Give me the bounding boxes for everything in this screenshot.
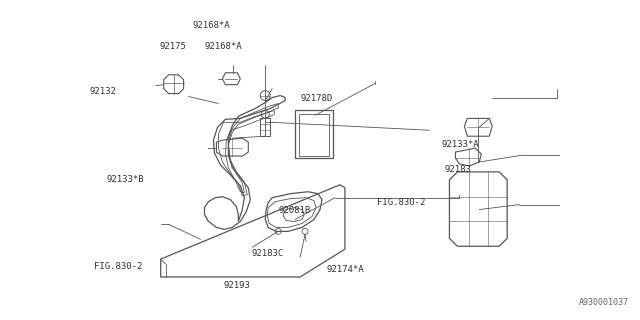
Text: 92183: 92183 <box>444 165 471 174</box>
Text: 92081B: 92081B <box>278 206 311 215</box>
Text: 92132: 92132 <box>90 87 116 96</box>
Text: FIG.830-2: FIG.830-2 <box>378 198 426 207</box>
Text: FIG.830-2: FIG.830-2 <box>94 262 142 271</box>
Text: 92133*B: 92133*B <box>106 174 144 184</box>
Text: 92183C: 92183C <box>251 249 284 258</box>
Text: 92193: 92193 <box>223 281 250 290</box>
Text: 92178D: 92178D <box>301 94 333 103</box>
Text: 92175: 92175 <box>159 42 186 51</box>
Text: 92168*A: 92168*A <box>193 21 230 30</box>
Text: 92174*A: 92174*A <box>326 265 364 274</box>
Text: A930001037: A930001037 <box>579 298 628 307</box>
Text: 92168*A: 92168*A <box>204 42 242 51</box>
Text: 92133*A: 92133*A <box>441 140 479 148</box>
